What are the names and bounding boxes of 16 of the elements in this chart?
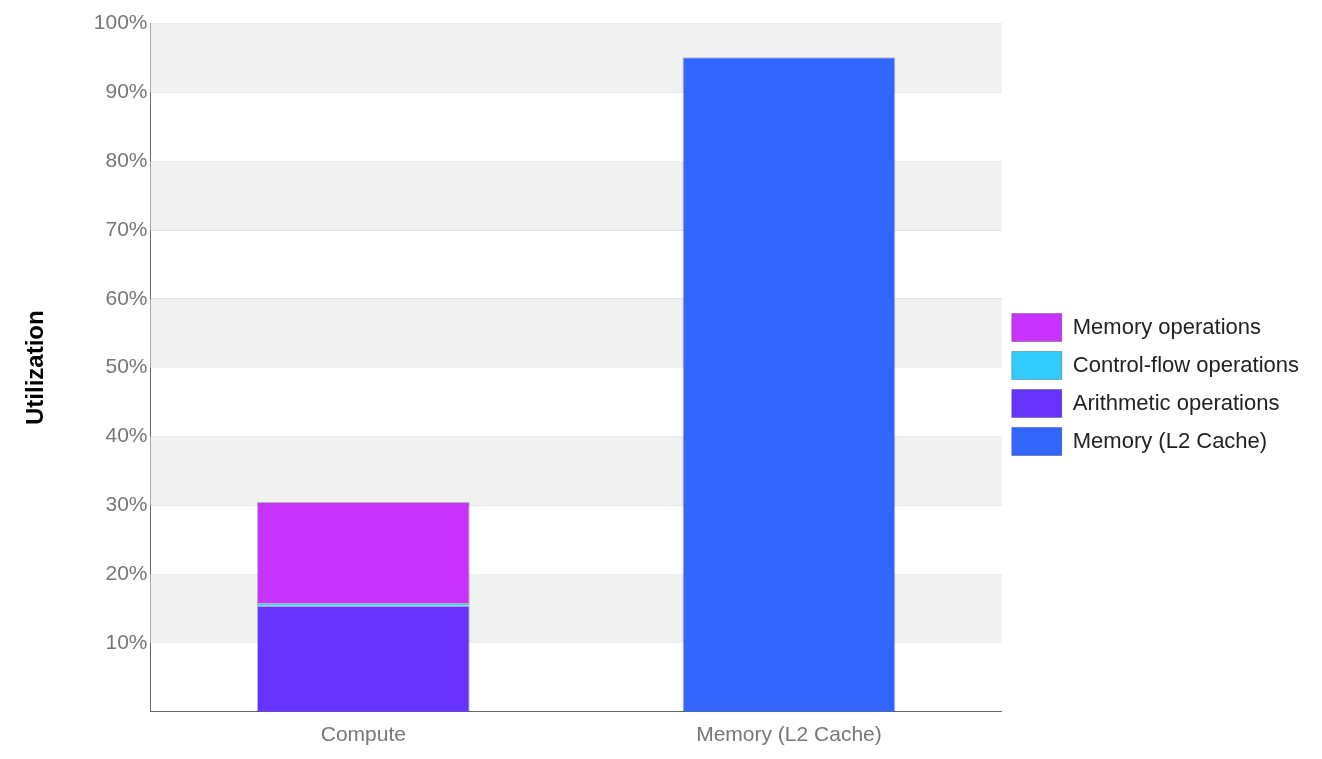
- y-tick-label: 100%: [93, 10, 148, 34]
- legend-label: Arithmetic operations: [1072, 389, 1280, 415]
- y-tick-label: 50%: [105, 354, 148, 378]
- y-axis-title: Utilization: [21, 310, 49, 426]
- y-tick-label: 70%: [105, 216, 148, 240]
- legend-label: Memory operations: [1072, 313, 1262, 339]
- y-tick-label: 90%: [105, 79, 148, 103]
- legend-label: Memory (L2 Cache): [1072, 427, 1268, 453]
- y-tick-label: 80%: [105, 148, 148, 172]
- x-tick-label: Compute: [320, 722, 406, 746]
- legend-label: Control-flow operations: [1072, 351, 1300, 377]
- y-tick-label: 10%: [105, 629, 148, 653]
- y-tick-label: 20%: [105, 560, 148, 584]
- y-tick-label: 30%: [105, 492, 148, 516]
- y-tick-label: 40%: [105, 423, 148, 447]
- y-tick-label: 60%: [105, 285, 148, 309]
